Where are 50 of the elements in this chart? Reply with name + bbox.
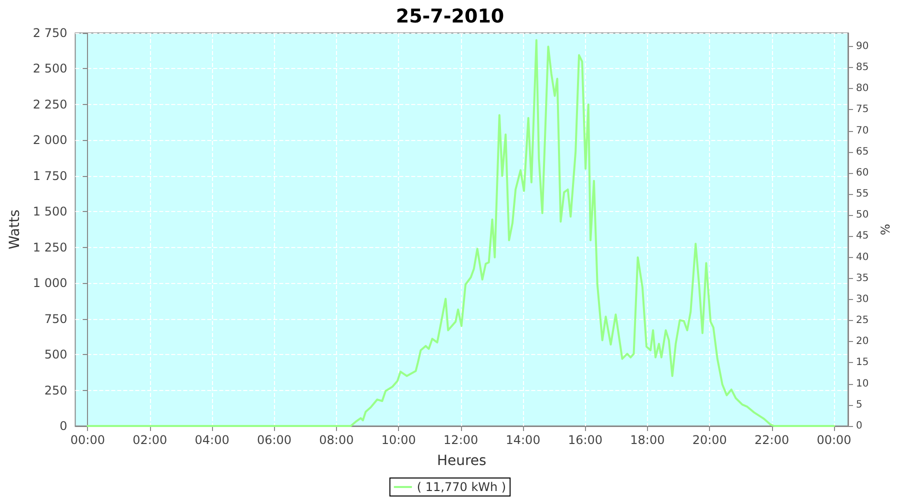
y2-axis-title: % [878,224,893,236]
y-tick-label: 2 000 [32,133,68,148]
x-tick-label: 14:00 [506,433,540,447]
x-tick-label: 22:00 [754,433,790,447]
y-tick-label: 0 [60,419,68,433]
y2-tick-label: 15 [856,357,869,368]
y2-tick-label: 25 [856,315,869,326]
y-tick-label: 500 [44,348,68,362]
line-series [86,39,836,427]
x-tick-label: 20:00 [692,433,727,447]
y2-tick-label: 5 [856,399,862,410]
y-tick-label: 1 500 [32,204,68,219]
y2-tick-label: 85 [856,62,869,74]
y2-tick-label: 20 [856,336,869,348]
x-axis-title: Heures [436,453,486,469]
y2-tick-label: 50 [856,210,869,221]
x-tick-label: 08:00 [319,433,354,447]
y2-tick-label: 45 [856,230,869,242]
legend-label: ( 11,770 kWh ) [416,480,506,494]
x-tick-label: 06:00 [256,433,292,447]
y-tick-label: 1 250 [32,240,68,254]
y2-tick-label: 60 [856,167,869,178]
y2-tick-label: 10 [856,378,869,390]
y-tick-label: 750 [44,312,68,326]
y-axis-title: Watts [7,210,23,250]
y2-tick-label: 35 [856,272,869,284]
x-tick-label: 10:00 [381,433,416,447]
chart-title: 25-7-2010 [396,6,504,28]
y2-tick-label: 80 [856,83,869,94]
y2-tick-label: 75 [856,104,869,116]
x-tick-label: 02:00 [132,433,168,447]
y-tick-label: 1 750 [32,168,68,183]
x-tick-label: 00:00 [70,433,105,447]
y2-tick-label: 65 [856,146,869,158]
x-tick-label: 18:00 [630,433,665,447]
x-tick-label: 16:00 [568,433,603,447]
y2-tick-label: 30 [856,294,869,305]
y2-tick-label: 90 [856,40,869,52]
y2-tick-label: 40 [856,252,869,263]
y-tick-label: 2 750 [32,26,68,40]
x-tick-label: 00:00 [816,433,852,447]
y2-tick-label: 55 [856,188,869,200]
y-tick-label: 2 250 [32,97,68,112]
y-tick-label: 1 000 [32,276,68,290]
y2-tick-label: 0 [856,420,862,432]
y-tick-label: 250 [44,383,68,398]
y2-tick-label: 70 [856,125,869,136]
y-tick-label: 2 500 [32,62,68,76]
x-tick-label: 04:00 [194,433,230,447]
x-tick-label: 12:00 [444,433,478,447]
